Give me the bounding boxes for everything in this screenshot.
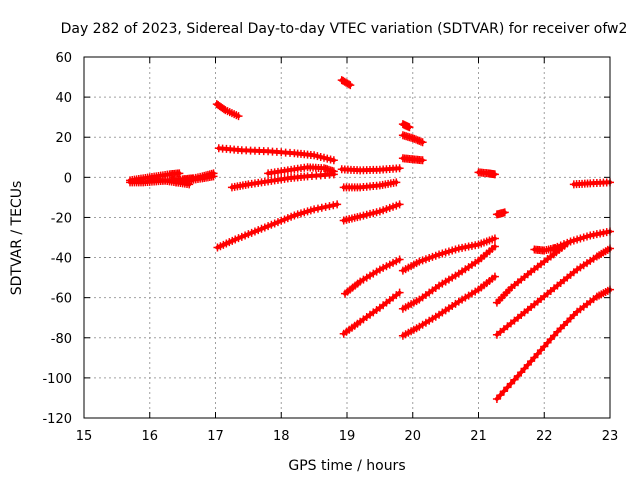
- y-tick-label: -40: [51, 252, 72, 267]
- series-arc-07: [214, 144, 338, 165]
- data-point: [395, 200, 404, 209]
- series-arc-21: [398, 242, 499, 313]
- data-point: [329, 156, 338, 165]
- series-arc-30: [569, 178, 614, 189]
- series-arc-13: [339, 178, 401, 192]
- data-point: [395, 255, 404, 264]
- data-point: [510, 375, 519, 384]
- data-point: [490, 234, 499, 243]
- data-point: [329, 201, 338, 210]
- series-arc-16: [339, 288, 404, 338]
- data-series: [126, 76, 614, 403]
- x-axis-title: GPS time / hours: [288, 458, 405, 474]
- y-tick-label: 20: [55, 131, 72, 146]
- ticks: 15 16 17 18 19 20 21 22 23 -120 -100 -80 -60 -40 -20 0 2…: [42, 51, 618, 444]
- data-point: [395, 164, 404, 173]
- data-point: [405, 123, 414, 132]
- series-arc-09: [264, 163, 338, 178]
- series-arc-22: [398, 272, 499, 340]
- data-point: [499, 387, 508, 396]
- data-point: [175, 169, 184, 178]
- y-tick-label: -120: [42, 412, 72, 427]
- series-arc-29: [546, 227, 614, 254]
- series-arc-24: [492, 208, 509, 219]
- data-point: [503, 383, 512, 392]
- data-point: [490, 170, 499, 179]
- grid: [84, 57, 610, 418]
- series-arc-14: [339, 200, 404, 225]
- y-tick-label: 60: [55, 51, 72, 66]
- x-tick-label: 19: [339, 429, 356, 444]
- chart-title: Day 282 of 2023, Sidereal Day-to-day VTE…: [61, 21, 628, 37]
- series-arc-27: [492, 285, 614, 403]
- series-arc-15: [341, 255, 404, 298]
- x-tick-label: 17: [207, 429, 224, 444]
- data-point: [321, 202, 330, 211]
- series-arc-20: [398, 234, 499, 275]
- series-arc-12: [337, 164, 404, 175]
- series-arc-19: [398, 154, 427, 165]
- data-point: [490, 272, 499, 281]
- data-point: [392, 178, 401, 187]
- data-point: [310, 205, 319, 214]
- x-tick-label: 20: [404, 429, 421, 444]
- data-point: [234, 112, 243, 121]
- series-arc-11: [337, 76, 355, 90]
- data-point: [313, 204, 322, 213]
- series-arc-17: [398, 120, 414, 132]
- series-arc-05: [185, 172, 218, 185]
- y-axis-title: SDTVAR / TECUs: [9, 181, 25, 296]
- y-tick-label: 40: [55, 91, 72, 106]
- data-point: [346, 81, 355, 90]
- data-point: [506, 379, 515, 388]
- data-point: [325, 202, 334, 211]
- y-tick-label: 0: [64, 171, 72, 186]
- series-arc-08: [227, 170, 338, 192]
- data-point: [395, 288, 404, 297]
- x-tick-label: 15: [76, 429, 93, 444]
- x-tick-label: 22: [536, 429, 553, 444]
- data-point: [492, 394, 501, 403]
- y-tick-label: -60: [51, 292, 72, 307]
- series-arc-26: [492, 244, 614, 339]
- x-tick-label: 16: [141, 429, 158, 444]
- data-point: [500, 208, 509, 217]
- series-arc-18: [398, 131, 427, 147]
- y-tick-label: -80: [51, 332, 72, 347]
- data-point: [418, 138, 427, 147]
- data-point: [329, 167, 338, 176]
- x-tick-label: 18: [273, 429, 290, 444]
- x-tick-label: 23: [602, 429, 619, 444]
- data-point: [209, 172, 218, 181]
- series-arc-23: [474, 168, 499, 179]
- data-point: [418, 156, 427, 165]
- data-point: [333, 200, 342, 209]
- y-tick-label: -20: [51, 211, 72, 226]
- data-point: [496, 391, 505, 400]
- x-tick-label: 21: [470, 429, 487, 444]
- y-tick-label: -100: [42, 372, 72, 387]
- series-arc-10: [213, 200, 342, 252]
- data-point: [490, 242, 499, 251]
- data-point: [317, 203, 326, 212]
- series-arc-06: [212, 100, 243, 121]
- data-point: [344, 80, 353, 89]
